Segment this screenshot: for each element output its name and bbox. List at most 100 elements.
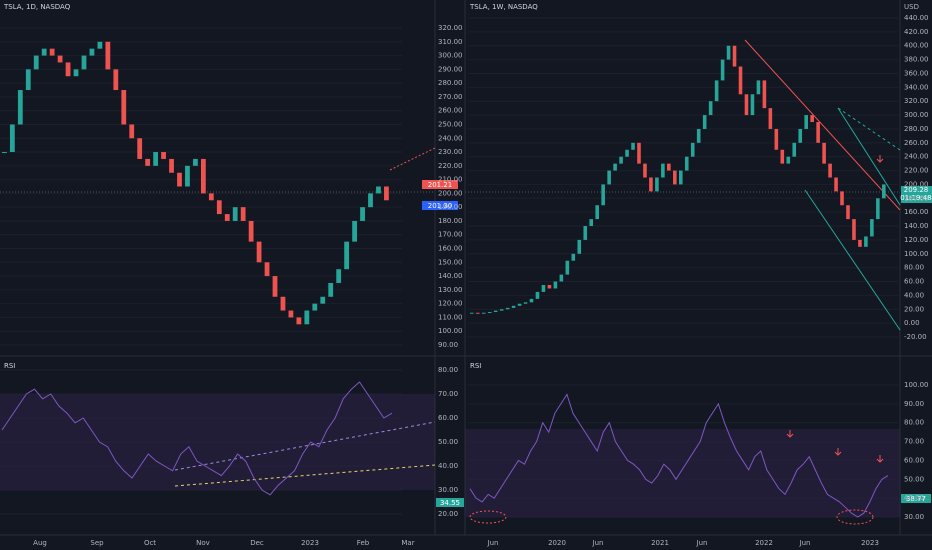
date-label: Dec (250, 539, 264, 547)
candle (679, 170, 683, 185)
candle (97, 41, 103, 49)
candle (481, 312, 486, 314)
candle (870, 219, 874, 237)
date-label: 2020 (548, 539, 566, 547)
candle (493, 310, 498, 313)
rsi-band (465, 429, 900, 517)
candle (684, 156, 689, 171)
date-label: 2022 (755, 539, 773, 547)
price-tick-label: 120.00 (904, 236, 929, 244)
candle (768, 108, 773, 129)
candle (470, 312, 474, 314)
candle (535, 291, 540, 299)
candle (113, 69, 119, 91)
channel (804, 189, 901, 331)
candle (565, 260, 570, 275)
price-tick-label: 440.00 (904, 14, 929, 22)
rsi-tick-label: 80.00 (904, 419, 924, 427)
price-tick-label: 260.00 (438, 107, 463, 115)
price-tick-label: 180.00 (904, 194, 929, 202)
candle (822, 142, 826, 164)
date-label: Mar (401, 539, 414, 547)
rsi-tick-label: 100.00 (904, 381, 929, 389)
price-tick-label: 100.00 (904, 250, 929, 258)
date-label: Sep (90, 539, 104, 547)
rsi-tick-label: 40.00 (904, 494, 924, 502)
candle (208, 193, 214, 201)
candle (667, 163, 671, 171)
price-tick-label: 220.00 (438, 162, 463, 170)
candle (571, 253, 576, 261)
candle (601, 184, 605, 206)
candle (774, 128, 779, 150)
candle (690, 142, 695, 157)
candle (702, 115, 707, 129)
candle (583, 226, 588, 240)
price-tick-label: 60.00 (904, 278, 924, 286)
rsi-tick-label: 60.00 (438, 414, 458, 422)
candle (720, 59, 725, 81)
candle (631, 142, 635, 150)
candle (541, 284, 546, 292)
candle (637, 142, 641, 164)
price-tick-label: 340.00 (904, 83, 929, 91)
price-tick-label: 310.00 (438, 38, 463, 46)
rsi-tick-label: 30.00 (438, 486, 458, 494)
price-tick-label: 0.00 (904, 319, 920, 327)
price-tick-label: 240.00 (904, 153, 929, 161)
price-tick-label: 270.00 (438, 93, 463, 101)
rsi-label: 38.77 (906, 495, 926, 503)
candle (816, 122, 820, 143)
date-label: Feb (357, 539, 370, 547)
candle (708, 101, 713, 116)
candle (738, 66, 743, 95)
candle (73, 69, 79, 77)
candle (744, 94, 749, 116)
price-tick-label: 300.00 (904, 111, 929, 119)
bid-tag (422, 201, 458, 210)
candle (65, 62, 71, 77)
candle (511, 305, 516, 308)
price-tick-label: 280.00 (904, 125, 929, 133)
price-tick-label: 360.00 (904, 69, 929, 77)
price-tick-label: 260.00 (904, 139, 929, 147)
price-tick-label: 120.00 (438, 300, 463, 308)
candle (732, 45, 737, 67)
rsi-line (469, 393, 889, 518)
candle (256, 241, 262, 263)
candle (828, 163, 832, 178)
candle (726, 45, 731, 60)
candle (780, 149, 785, 164)
candle (49, 48, 55, 56)
channel (837, 107, 901, 151)
rsi-tick-label: 70.00 (904, 438, 924, 446)
candle (505, 307, 510, 310)
candle (336, 269, 342, 283)
rsi-tick-label: 40.00 (438, 462, 458, 470)
price-tick-label: 140.00 (438, 272, 463, 280)
price-tick-label: 210.00 (438, 176, 463, 184)
candle (185, 165, 190, 187)
candle (9, 124, 15, 153)
candle (517, 303, 522, 306)
bid-label: 201.30 (428, 202, 453, 210)
candle (376, 186, 381, 194)
candle (2, 152, 7, 154)
candle (33, 55, 39, 70)
candle (17, 90, 23, 125)
price-tick-label: 160.00 (904, 208, 929, 216)
candle (304, 310, 310, 325)
candle (804, 115, 808, 129)
price-tick-label: 40.00 (904, 291, 924, 299)
candle (169, 158, 174, 173)
candle (105, 41, 111, 70)
candle (193, 158, 198, 166)
price-tick-label: 290.00 (438, 65, 463, 73)
highlight (836, 509, 874, 525)
candle (177, 172, 182, 187)
rsi-tag (436, 498, 464, 507)
candle (248, 220, 254, 242)
candle (145, 158, 151, 166)
rsi-line (1, 381, 393, 496)
